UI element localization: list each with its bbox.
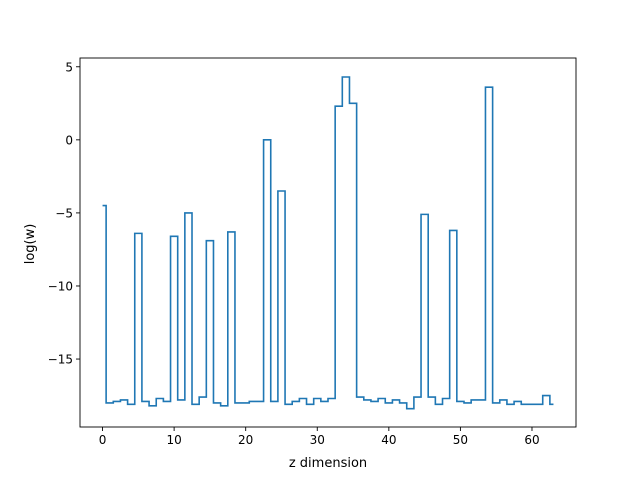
x-tick-label: 30 [310, 433, 325, 447]
x-tick-label: 0 [99, 433, 107, 447]
x-tick-label: 10 [166, 433, 181, 447]
series-line-0 [102, 76, 554, 410]
y-tick-label: −10 [48, 279, 73, 293]
x-tick-label: 60 [524, 433, 539, 447]
y-tick-label: −15 [48, 353, 73, 367]
x-tick-label: 20 [238, 433, 253, 447]
axes-frame [79, 57, 577, 428]
x-tick-label: 50 [453, 433, 468, 447]
axes: 0 10 20 30 40 50 60 −15 −10 −5 0 5 [48, 57, 577, 447]
y-tick-label: −5 [55, 206, 73, 220]
x-axis-label: z dimension [289, 456, 367, 471]
y-tick-label: 5 [65, 60, 73, 74]
y-axis-label: log(w) [23, 224, 38, 265]
y-tick-label: 0 [65, 133, 73, 147]
x-tick-label: 40 [381, 433, 396, 447]
plot-area [102, 76, 554, 410]
